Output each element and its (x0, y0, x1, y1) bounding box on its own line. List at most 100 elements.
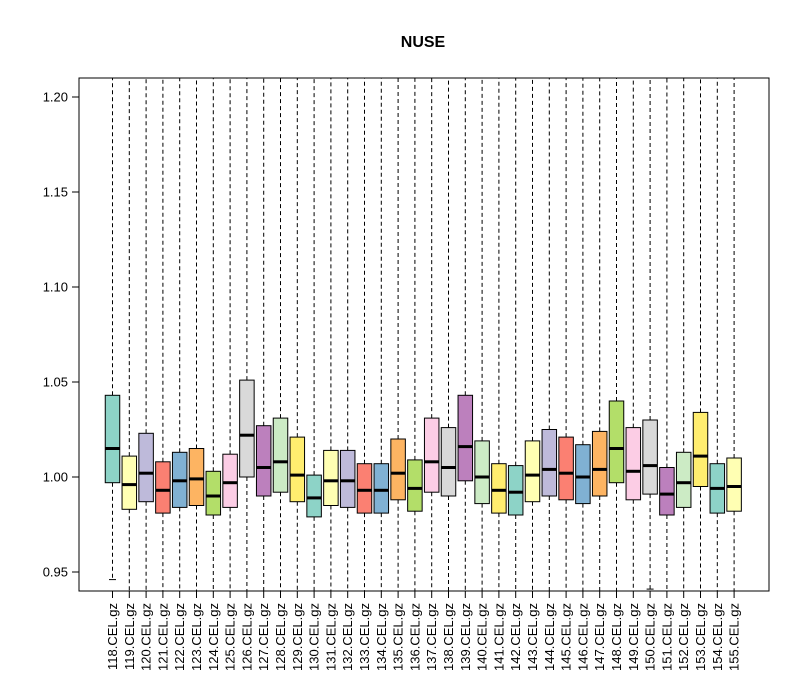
x-tick-label: 155.CEL.gz (727, 603, 742, 671)
box-iqr (356, 463, 373, 514)
box-151-CEL-gz (659, 78, 675, 591)
box-iqr (121, 455, 138, 510)
x-tick-label: 120.CEL.gz (139, 603, 154, 671)
box-118-CEL-gz (104, 78, 121, 581)
box-iqr (255, 425, 272, 497)
box-119-CEL-gz (121, 78, 138, 591)
box-144-CEL-gz (541, 78, 558, 591)
x-tick-label: 149.CEL.gz (626, 603, 641, 671)
box-iqr (188, 448, 205, 506)
x-tick-label: 122.CEL.gz (172, 603, 187, 671)
x-tick-label: 136.CEL.gz (407, 603, 422, 671)
box-iqr (306, 474, 322, 518)
box-129-CEL-gz (289, 78, 306, 591)
box-iqr (104, 394, 121, 484)
box-134-CEL-gz (373, 78, 390, 591)
box-iqr (692, 411, 709, 487)
box-152-CEL-gz (675, 78, 692, 591)
box-147-CEL-gz (591, 78, 608, 591)
box-iqr (373, 463, 390, 514)
box-148-CEL-gz (608, 78, 625, 591)
y-tick-label: 1.20 (43, 90, 68, 105)
box-145-CEL-gz (558, 78, 574, 591)
x-tick-label: 150.CEL.gz (643, 603, 658, 671)
x-tick-label: 126.CEL.gz (239, 603, 254, 671)
x-tick-label: 129.CEL.gz (290, 603, 305, 671)
x-tick-label: 123.CEL.gz (189, 603, 204, 671)
box-127-CEL-gz (255, 78, 272, 591)
box-iqr (222, 453, 238, 508)
box-132-CEL-gz (339, 78, 356, 591)
x-tick-label: 127.CEL.gz (256, 603, 271, 671)
box-iqr (659, 467, 675, 516)
box-146-CEL-gz (575, 78, 591, 591)
box-iqr (524, 440, 541, 503)
box-iqr (323, 449, 339, 506)
box-124-CEL-gz (205, 78, 222, 591)
box-131-CEL-gz (323, 78, 339, 591)
box-iqr (507, 465, 524, 516)
x-tick-label: 121.CEL.gz (155, 603, 170, 671)
x-tick-label: 147.CEL.gz (592, 603, 607, 671)
box-iqr (205, 470, 222, 516)
box-126-CEL-gz (239, 78, 255, 591)
box-iqr (239, 379, 255, 478)
x-tick-label: 118.CEL.gz (105, 603, 120, 670)
box-iqr (440, 427, 457, 497)
box-iqr (675, 451, 692, 508)
box-iqr (457, 394, 474, 482)
box-125-CEL-gz (222, 78, 238, 591)
box-138-CEL-gz (440, 78, 457, 591)
x-tick-label: 128.CEL.gz (273, 603, 288, 671)
y-tick-label: 0.95 (43, 565, 68, 580)
box-137-CEL-gz (423, 78, 440, 591)
y-axis: 0.95 1.00 1.05 1.10 1.15 1.20 (43, 90, 80, 580)
box-iqr (138, 432, 154, 503)
box-iqr (407, 459, 423, 512)
chart-title: NUSE (401, 34, 446, 51)
box-iqr (289, 436, 306, 503)
box-122-CEL-gz (171, 78, 188, 591)
x-axis: 118.CEL.gz 119.CEL.gz 120.CEL.gz 121.CEL.gz… (105, 590, 742, 671)
x-tick-label: 151.CEL.gz (659, 603, 674, 671)
x-tick-label: 153.CEL.gz (693, 603, 708, 671)
box-120-CEL-gz (138, 78, 154, 591)
y-tick-label: 1.00 (43, 470, 68, 485)
y-tick-label: 1.05 (43, 375, 68, 390)
x-tick-label: 140.CEL.gz (475, 603, 490, 671)
box-155-CEL-gz (726, 78, 742, 591)
y-tick-label: 1.15 (43, 185, 68, 200)
x-tick-label: 137.CEL.gz (424, 603, 439, 671)
box-iqr (474, 440, 490, 505)
box-iqr (541, 429, 558, 497)
box-iqr (272, 417, 289, 493)
box-130-CEL-gz (306, 78, 322, 591)
box-150-CEL-gz (642, 78, 658, 590)
box-iqr (339, 449, 356, 508)
x-tick-label: 132.CEL.gz (340, 603, 355, 671)
x-tick-label: 142.CEL.gz (508, 603, 523, 671)
box-128-CEL-gz (272, 78, 289, 591)
box-143-CEL-gz (524, 78, 541, 591)
box-iqr (625, 427, 642, 501)
box-133-CEL-gz (356, 78, 373, 591)
box-141-CEL-gz (491, 78, 507, 591)
x-tick-label: 138.CEL.gz (441, 603, 456, 671)
x-tick-label: 133.CEL.gz (357, 603, 372, 671)
x-tick-label: 143.CEL.gz (525, 603, 540, 671)
box-iqr (491, 463, 507, 514)
box-iqr (575, 444, 591, 505)
box-iqr (155, 461, 171, 514)
x-tick-label: 145.CEL.gz (559, 603, 574, 671)
x-tick-label: 146.CEL.gz (575, 603, 590, 671)
box-121-CEL-gz (155, 78, 171, 591)
x-tick-label: 119.CEL.gz (122, 603, 137, 670)
x-tick-label: 152.CEL.gz (676, 603, 691, 671)
x-tick-label: 135.CEL.gz (391, 603, 406, 671)
box-iqr (642, 419, 658, 495)
box-153-CEL-gz (692, 78, 709, 591)
box-123-CEL-gz (188, 78, 205, 591)
box-iqr (558, 436, 574, 501)
box-136-CEL-gz (407, 78, 423, 591)
